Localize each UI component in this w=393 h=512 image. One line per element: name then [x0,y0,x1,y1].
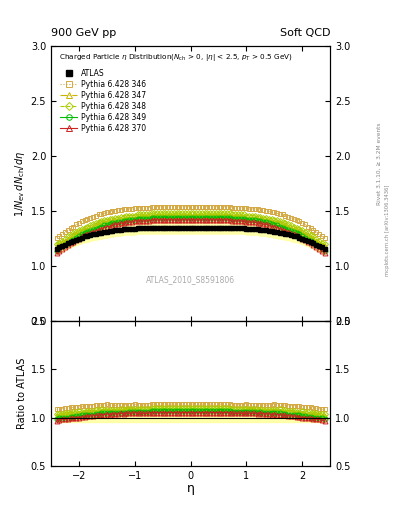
Legend: ATLAS, Pythia 6.428 346, Pythia 6.428 347, Pythia 6.428 348, Pythia 6.428 349, P: ATLAS, Pythia 6.428 346, Pythia 6.428 34… [61,69,146,133]
Text: ATLAS_2010_S8591806: ATLAS_2010_S8591806 [146,275,235,284]
Text: Soft QCD: Soft QCD [280,28,330,38]
Y-axis label: $1/N_\mathrm{ev}\,dN_\mathrm{ch}/d\eta$: $1/N_\mathrm{ev}\,dN_\mathrm{ch}/d\eta$ [13,151,27,217]
Y-axis label: Ratio to ATLAS: Ratio to ATLAS [17,358,27,429]
Text: 900 GeV pp: 900 GeV pp [51,28,116,38]
Text: Charged Particle $\eta$ Distribution($N_\mathrm{ch}$ > 0, $|\eta|$ < 2.5, $p_T$ : Charged Particle $\eta$ Distribution($N_… [59,52,294,62]
X-axis label: η: η [187,482,195,495]
Text: mcplots.cern.ch [arXiv:1306.3436]: mcplots.cern.ch [arXiv:1306.3436] [385,185,389,276]
Text: Rivet 3.1.10, ≥ 3.2M events: Rivet 3.1.10, ≥ 3.2M events [377,122,382,205]
